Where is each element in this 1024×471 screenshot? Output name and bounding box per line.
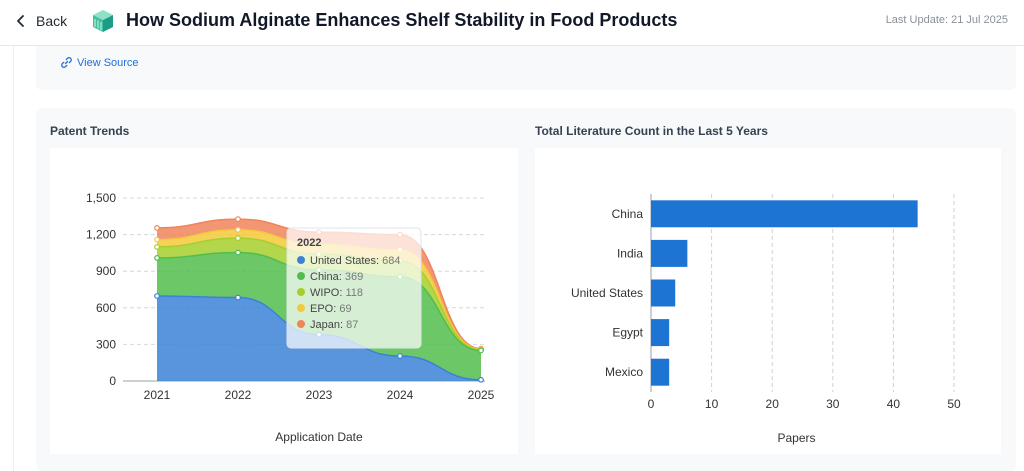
x-axis-title: Application Date <box>275 430 363 444</box>
x-tick-label: 2024 <box>387 388 414 402</box>
x-tick-label: 10 <box>705 397 719 411</box>
y-tick-label: 1,200 <box>86 228 116 242</box>
patent-trends-chart: 0 300 600 900 1,200 1,500 2021 2022 2023 2024 2025… <box>86 191 495 444</box>
data-point <box>235 235 241 242</box>
tooltip-item: WIPO: 118 <box>310 287 363 299</box>
literature-count-panel: 0 10 20 30 40 50 China India United States Egypt M… <box>535 148 1001 454</box>
tooltip-marker <box>297 320 305 328</box>
y-tick-label: 900 <box>96 264 116 278</box>
tooltip-item-value: 369 <box>345 271 363 283</box>
data-point <box>154 236 160 243</box>
patent-trends-panel: 0 300 600 900 1,200 1,500 2021 2022 2023 2024 2025… <box>50 148 518 454</box>
bar-mexico <box>651 358 670 386</box>
tooltip-marker <box>297 272 305 280</box>
x-tick-label: 30 <box>826 397 840 411</box>
tooltip-item-label: United States: <box>310 255 382 267</box>
view-source-label: View Source <box>77 56 139 69</box>
page-title: How Sodium Alginate Enhances Shelf Stabi… <box>126 10 678 30</box>
charts-card: Patent Trends 0 300 600 900 1,200 1,500 2021 20… <box>36 108 1016 471</box>
back-button[interactable]: Back <box>16 10 67 32</box>
x-tick-label: 2022 <box>225 388 252 402</box>
back-label: Back <box>36 13 68 29</box>
bar-united-states <box>651 279 676 307</box>
y-tick-label: Mexico <box>605 365 643 379</box>
literature-count-chart: 0 10 20 30 40 50 China India United States Egypt M… <box>571 194 961 445</box>
data-point <box>235 249 241 256</box>
y-tick-label: United States <box>571 286 643 300</box>
source-card: View Source <box>36 46 1016 90</box>
tooltip-marker <box>297 304 305 312</box>
y-tick-label: China <box>612 207 644 221</box>
tooltip-item: United States: 684 <box>310 255 401 267</box>
data-point <box>235 216 241 223</box>
side-rail <box>0 46 14 471</box>
tooltip-item-label: EPO: <box>310 303 339 315</box>
tooltip-title: 2022 <box>297 237 321 249</box>
x-tick-label: 2025 <box>468 388 495 402</box>
tooltip-item-value: 118 <box>345 287 363 299</box>
tooltip-item: EPO: 69 <box>310 303 352 315</box>
bar-egypt <box>651 319 670 347</box>
bar-china <box>651 200 918 228</box>
link-icon <box>61 57 72 68</box>
data-point <box>478 376 484 383</box>
tooltip-item-value: 87 <box>346 319 358 331</box>
data-point <box>235 294 241 301</box>
tooltip-item-label: Japan: <box>310 319 346 331</box>
x-tick-label: 2023 <box>306 388 333 402</box>
y-tick-label: India <box>617 246 643 260</box>
tooltip-item: China: 369 <box>310 271 363 283</box>
x-tick-label: 40 <box>887 397 901 411</box>
view-source-link[interactable]: View Source <box>60 56 139 69</box>
y-tick-label: 1,500 <box>86 191 116 205</box>
data-point <box>154 244 160 250</box>
x-tick-label: 0 <box>648 397 655 411</box>
cube-logo-icon <box>93 10 113 32</box>
chevron-left-icon <box>17 15 24 27</box>
area-japan <box>157 219 481 350</box>
x-tick-label: 50 <box>947 397 961 411</box>
tooltip-item-value: 69 <box>339 303 351 315</box>
data-point <box>154 293 160 299</box>
tooltip-marker <box>297 256 305 264</box>
y-tick-label: 0 <box>109 374 116 388</box>
tooltip-box <box>286 227 422 349</box>
data-point <box>154 255 160 261</box>
tooltip-marker <box>297 288 305 296</box>
data-point <box>397 353 403 359</box>
x-axis-title: Papers <box>777 431 815 445</box>
x-tick-label: 20 <box>766 397 780 411</box>
data-point <box>154 224 160 231</box>
y-tick-label: Egypt <box>612 326 643 340</box>
patent-trends-title: Patent Trends <box>50 124 130 138</box>
tooltip-item-value: 684 <box>382 255 400 267</box>
data-point <box>478 347 484 354</box>
y-tick-label: 600 <box>96 301 116 315</box>
data-point <box>235 226 241 233</box>
top-header: Back How Sodium Alginate Enhances Shelf … <box>0 0 1024 46</box>
tooltip-item: Japan: 87 <box>310 319 358 331</box>
y-tick-label: 300 <box>96 337 116 351</box>
bar-india <box>651 239 688 267</box>
literature-count-title: Total Literature Count in the Last 5 Yea… <box>535 124 768 138</box>
tooltip-item-label: China: <box>310 271 345 283</box>
tooltip-item-label: WIPO: <box>310 287 345 299</box>
x-tick-label: 2021 <box>144 388 171 402</box>
last-update-text: Last Update: 21 Jul 2025 <box>885 14 1008 26</box>
